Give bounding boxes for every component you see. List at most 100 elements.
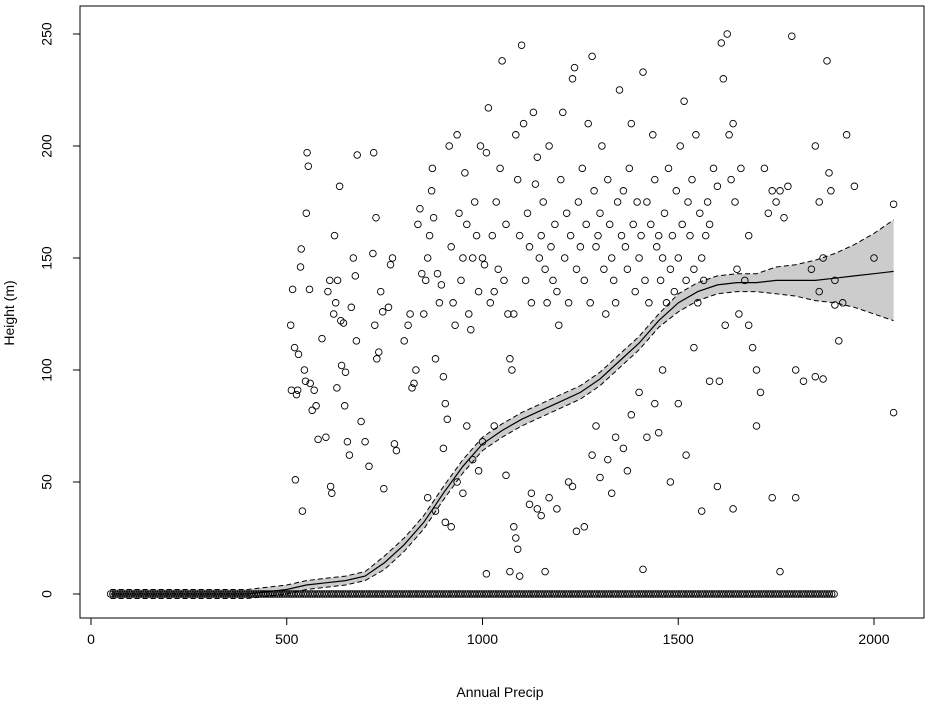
data-point-zero xyxy=(757,590,765,598)
data-point xyxy=(525,243,534,251)
data-point-zero xyxy=(818,590,827,598)
data-point xyxy=(404,321,412,329)
data-point xyxy=(697,254,706,262)
data-point xyxy=(431,507,440,515)
data-point-zero xyxy=(320,590,329,598)
data-point xyxy=(494,265,502,273)
data-point xyxy=(433,269,442,278)
data-point xyxy=(541,265,549,273)
data-point-zero xyxy=(795,590,803,598)
data-point xyxy=(889,200,898,208)
data-point xyxy=(654,231,663,240)
data-point xyxy=(744,231,753,240)
data-point-zero xyxy=(809,590,817,598)
data-point xyxy=(572,265,581,273)
data-point xyxy=(488,231,497,240)
data-point xyxy=(617,231,626,240)
data-point xyxy=(490,422,498,430)
data-point xyxy=(680,97,688,105)
data-point xyxy=(744,321,753,329)
data-point-zero xyxy=(527,590,535,598)
data-point xyxy=(674,399,683,408)
data-point xyxy=(627,411,636,419)
data-point-zero xyxy=(804,590,812,598)
data-point-zero xyxy=(588,590,596,598)
data-point xyxy=(478,254,487,262)
data-point xyxy=(580,523,589,531)
data-point xyxy=(664,164,673,173)
ci-upper-line xyxy=(110,219,894,590)
data-point xyxy=(412,366,420,374)
data-point xyxy=(831,301,839,309)
data-point xyxy=(690,265,698,273)
data-point xyxy=(361,437,369,446)
data-point xyxy=(686,231,694,240)
data-point-zero xyxy=(257,590,265,598)
data-point xyxy=(717,39,726,47)
data-point-zero xyxy=(771,590,780,598)
data-point xyxy=(788,32,796,40)
data-point xyxy=(286,321,295,329)
data-point-zero xyxy=(625,590,634,598)
data-point-zero xyxy=(266,590,275,598)
data-point xyxy=(513,545,522,553)
data-point xyxy=(510,310,518,318)
data-point xyxy=(651,399,659,408)
data-points-layer xyxy=(106,30,898,598)
data-point xyxy=(376,287,385,296)
data-point-zero xyxy=(407,590,415,598)
data-point xyxy=(572,527,581,536)
data-point xyxy=(547,243,555,251)
data-point xyxy=(504,310,512,318)
data-point-zero xyxy=(583,590,592,598)
data-point-zero xyxy=(412,590,420,598)
data-point xyxy=(776,187,784,195)
data-point xyxy=(500,276,508,285)
data-point xyxy=(613,198,622,206)
data-point-zero xyxy=(297,590,305,598)
x-tick-label: 0 xyxy=(87,631,95,647)
data-point-zero xyxy=(550,590,559,598)
data-point xyxy=(447,243,455,251)
data-point xyxy=(553,287,561,296)
data-point-zero xyxy=(616,590,625,598)
data-point xyxy=(807,265,816,273)
data-point xyxy=(701,231,710,240)
data-point-zero xyxy=(435,590,444,598)
data-point-zero xyxy=(501,590,509,598)
data-point xyxy=(296,263,305,271)
x-axis: 0 500 1000 1500 2000 xyxy=(87,617,890,647)
data-point xyxy=(369,148,378,157)
data-point-zero xyxy=(830,590,838,598)
data-point-zero xyxy=(348,590,357,598)
data-point xyxy=(827,187,835,195)
data-point xyxy=(590,187,598,195)
data-point-zero xyxy=(698,590,707,598)
data-point xyxy=(408,384,416,392)
data-point xyxy=(764,209,773,217)
data-point xyxy=(615,86,624,94)
data-point xyxy=(697,507,706,515)
data-point xyxy=(668,231,677,240)
data-point xyxy=(429,213,438,222)
data-point xyxy=(654,428,663,437)
data-point xyxy=(629,220,637,229)
data-point xyxy=(352,337,361,345)
data-point xyxy=(831,276,839,285)
data-point xyxy=(539,198,547,206)
data-point xyxy=(703,198,712,206)
y-tick-label: 200 xyxy=(39,134,55,158)
data-point xyxy=(811,142,820,150)
data-point xyxy=(694,299,702,307)
data-point xyxy=(815,198,823,206)
data-point-zero xyxy=(621,590,629,598)
data-point-zero xyxy=(611,590,620,598)
data-point xyxy=(660,209,669,217)
data-point xyxy=(506,355,514,363)
data-point xyxy=(533,505,542,513)
data-point xyxy=(819,375,827,383)
data-point xyxy=(537,511,545,520)
data-point xyxy=(602,310,610,318)
data-point xyxy=(850,182,859,191)
data-point xyxy=(414,220,422,229)
